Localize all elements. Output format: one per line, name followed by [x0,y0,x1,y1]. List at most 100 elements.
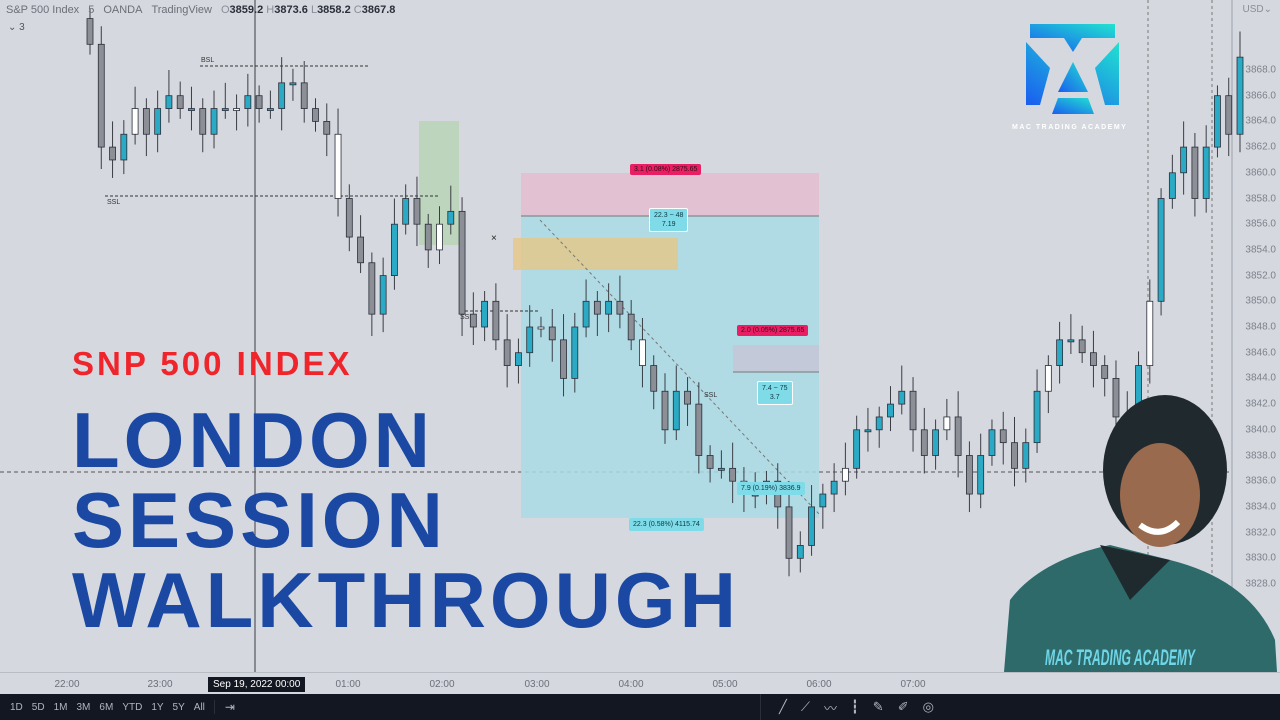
candle [199,98,207,153]
candle [616,275,624,329]
candle [379,257,387,333]
stop-label: 3.1 (0.08%) 2875.65 [630,164,702,175]
candle [672,365,680,441]
candle [1202,125,1210,213]
currency-select[interactable]: USD⌄ [1242,4,1272,15]
candle [1168,154,1176,209]
candle [864,407,872,452]
symbol-header[interactable]: S&P 500 Index 5 OANDA TradingView O3859.… [6,4,395,16]
open-value: 3859.2 [229,4,264,16]
source: TradingView [151,4,212,16]
time-tick: 06:00 [806,679,832,690]
candle [86,8,94,55]
order-block-zone[interactable] [513,238,678,270]
highlighter-icon[interactable]: ✐ [897,699,909,714]
range-all[interactable]: All [193,701,205,713]
range-1y[interactable]: 1Y [151,701,164,713]
candle [706,445,714,483]
logo-text: MAC TRADING ACADEMY [1012,124,1128,131]
time-tick: 03:00 [524,679,550,690]
candle [1225,77,1233,157]
price-tick: 3866.0 [1245,90,1276,102]
target-label: 22.3 (0.58%) 4115.74 [629,518,704,531]
candle [458,197,466,336]
rr-line-1: 22.3 ~ 48 [654,212,684,219]
candle [142,98,150,157]
time-tick: 22:00 [54,679,80,690]
candle [221,82,229,119]
candle [413,176,421,247]
candle [97,26,105,169]
candle [1236,31,1244,153]
candle [334,108,342,217]
price-tick: 3856.0 [1245,218,1276,230]
candle [312,98,319,132]
measure-icon[interactable]: ◎ [922,699,934,714]
stop-loss-zone-2[interactable] [733,345,819,372]
trend-line-icon[interactable]: ╱ [779,699,787,714]
time-tick: 01:00 [335,679,361,690]
trend-path [539,219,821,516]
ssl-label: SSL [460,314,473,321]
candle [266,90,274,119]
candle [560,314,567,397]
candle [954,391,962,478]
candle [244,73,252,127]
range-5y[interactable]: 5Y [172,701,185,713]
candle [300,61,308,123]
candle [999,411,1007,465]
time-tick: 23:00 [147,679,173,690]
target-label-2: 7.9 (0.19%) 3836.9 [737,482,805,495]
rr-line-2: 7.19 [661,221,676,228]
indicators-toggle[interactable]: ⌄ 3 [8,22,25,33]
candle [920,407,928,474]
ray-icon[interactable]: ⟋ [800,699,810,714]
low-label: L [310,4,318,16]
candle [717,450,725,479]
range-ytd[interactable]: YTD [122,701,143,713]
path-icon[interactable]: 〰 [823,700,837,716]
high-value: 3873.6 [274,4,308,16]
candle [932,419,939,470]
rr-line-1: 7.4 ~ 75 [762,385,788,392]
candle [109,121,116,178]
candle [1022,428,1030,483]
interval[interactable]: 5 [88,4,95,16]
cross-marker: × [491,233,497,244]
candle [345,184,353,252]
range-1m[interactable]: 1M [53,701,68,713]
range-3m[interactable]: 3M [76,701,91,713]
candle [571,312,579,393]
range-5d[interactable]: 5D [31,701,45,713]
thumbnail-title-line-2: SESSION [72,476,447,564]
candle [819,483,827,529]
price-tick: 3852.0 [1245,270,1276,282]
price-tick: 3854.0 [1245,244,1276,256]
bottom-toolbar: 1D 5D 1M 3M 6M YTD 1Y 5Y All ⇥ [0,694,1280,720]
candle [131,86,139,145]
brush-icon[interactable]: ✎ [872,699,884,714]
range-1d[interactable]: 1D [10,701,23,713]
candle [943,398,951,441]
open-label: O [220,4,230,16]
symbol-name[interactable]: S&P 500 Index [6,4,80,16]
ssl-label: SSL [107,199,120,206]
price-tick: 3862.0 [1245,141,1276,153]
shirt-logo-text: MAC TRADING ACADEMY [1045,645,1196,670]
calendar-goto-icon[interactable]: ⇥ [213,700,235,714]
price-tick: 3842.0 [1245,398,1276,410]
candles-icon[interactable]: ┇ [850,699,859,714]
high-label: H [266,4,275,16]
candles [86,8,1244,577]
range-6m[interactable]: 6M [99,701,114,713]
candle [469,292,477,345]
candle [1157,188,1165,316]
candle [898,365,906,415]
currency-label: USD [1242,4,1264,15]
candle [909,377,917,452]
indicator-count: 3 [19,22,25,33]
price-tick: 3834.0 [1245,501,1276,513]
time-axis[interactable]: 22:00 23:00 01:00 02:00 03:00 04:00 05:0… [0,672,1280,694]
drawing-toolbar: ╱ ⟋ 〰 ┇ ✎ ✐ ◎ [760,694,934,720]
